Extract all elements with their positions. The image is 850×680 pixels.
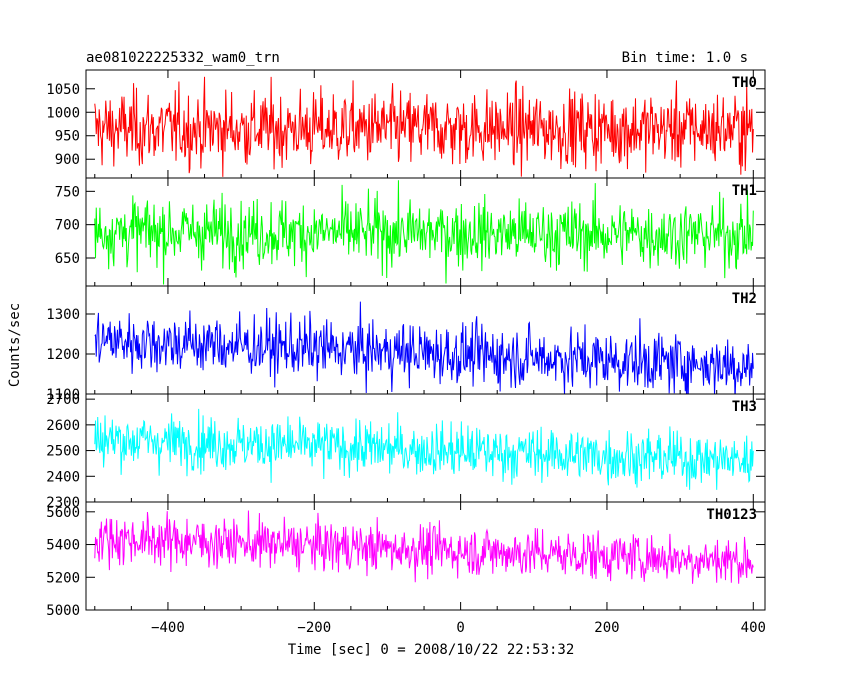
y-tick-label: 2400 (46, 469, 80, 485)
y-tick-label: 2700 (46, 392, 80, 408)
bin-time-label: Bin time: 1.0 s (622, 50, 748, 66)
panel-label: TH0123 (706, 507, 757, 523)
y-tick-label: 5400 (46, 538, 80, 554)
y-tick-label: 1100 (46, 387, 80, 403)
y-tick-label: 5200 (46, 570, 80, 586)
panel-th0123: 5000 5200 5400 5600 TH0123 (46, 501, 766, 619)
series-th0 (94, 76, 754, 177)
panel-label: TH2 (732, 291, 757, 307)
y-tick-label: 900 (55, 152, 80, 168)
y-tick-label: 700 (55, 218, 80, 234)
x-tick-label: −400 (151, 620, 185, 636)
panel-label: TH0 (732, 75, 757, 91)
y-tick-label: 750 (55, 184, 80, 200)
x-axis-label: Time [sec] 0 = 2008/10/22 22:53:32 (288, 642, 575, 658)
panel-th0: 900 950 1000 1050 TH0 (46, 69, 766, 179)
series-th2 (94, 301, 754, 394)
series-th3 (94, 408, 754, 490)
y-tick-label: 1300 (46, 307, 80, 323)
x-axis: −400 −200 0 200 400 (151, 620, 766, 636)
y-axis-label: Counts/sec (7, 303, 23, 387)
y-tick-label: 2500 (46, 444, 80, 460)
y-tick-label: 1050 (46, 82, 80, 98)
panel-label: TH1 (732, 183, 757, 199)
chart-title: ae081022225332_wam0_trn (86, 50, 280, 66)
panel-th1: 650 700 750 TH1 (55, 177, 766, 287)
panel-th3: 2300 2400 2500 2600 2700 TH3 (46, 392, 766, 511)
y-tick-label: 650 (55, 251, 80, 267)
panel-frame (85, 501, 766, 611)
x-tick-label: −200 (297, 620, 331, 636)
y-tick-label: 5000 (46, 603, 80, 619)
y-tick-label: 1200 (46, 347, 80, 363)
x-tick-label: 0 (456, 620, 464, 636)
y-tick-label: 2600 (46, 418, 80, 434)
y-tick-label: 950 (55, 129, 80, 145)
series-th1 (94, 180, 754, 285)
y-tick-label: 1000 (46, 105, 80, 121)
x-tick-label: 400 (741, 620, 766, 636)
panels: 900 950 1000 1050 TH0 650 700 750 TH1 1100 1200 130… (46, 69, 766, 619)
series-th0123 (94, 510, 754, 584)
y-tick-label: 2300 (46, 495, 80, 511)
panel-label: TH3 (732, 399, 757, 415)
panel-th2: 1100 1200 1300 TH2 (46, 285, 766, 403)
x-tick-label: 200 (594, 620, 619, 636)
y-tick-label: 5600 (46, 505, 80, 521)
